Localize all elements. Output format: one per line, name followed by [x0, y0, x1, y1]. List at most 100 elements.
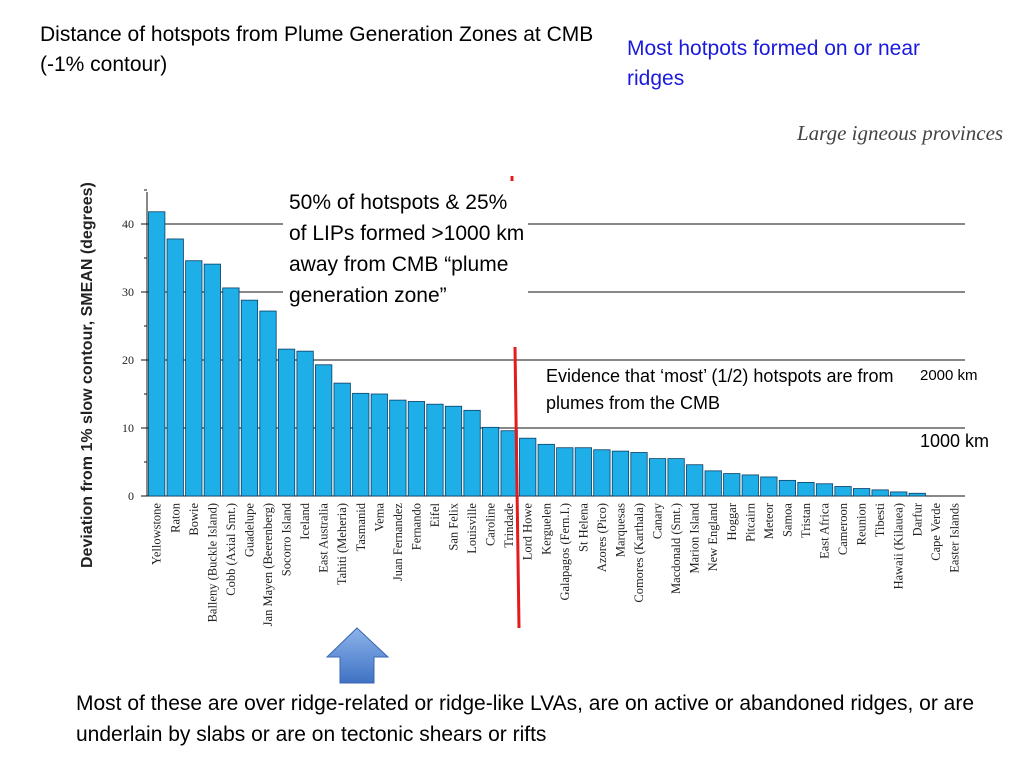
bar — [259, 310, 277, 497]
category-label: Cameroon — [836, 502, 850, 555]
bar — [760, 476, 778, 497]
category-label: Yellowstone — [150, 503, 164, 565]
category-label: Balleny (Buckle Island) — [205, 503, 219, 622]
category-label: East Africa — [818, 503, 832, 559]
category-label: Cape Verde — [929, 503, 943, 561]
category-label: Pitcairn — [743, 502, 757, 542]
lip-label: Large igneous provinces — [797, 121, 1004, 145]
category-label: Lord Howe — [521, 503, 535, 561]
category-label: Socorro Island — [280, 502, 294, 576]
bar — [797, 481, 815, 497]
category-label: Tahiti (Meheria) — [335, 503, 349, 585]
category-label: Azores (Pico) — [595, 503, 609, 572]
bar — [352, 392, 370, 497]
y-tick-label: 30 — [122, 285, 134, 299]
category-label: Canary — [651, 502, 665, 539]
evidence-text: Evidence that ‘most’ (1/2) hotspots are … — [546, 366, 894, 413]
callout-background — [283, 185, 528, 343]
bar — [723, 473, 741, 497]
category-label: Kerguelen — [539, 502, 553, 555]
bottom-note: Most of these are over ridge-related or … — [76, 692, 975, 746]
category-label: Cobb (Axial Smt.) — [224, 503, 238, 596]
bar — [704, 470, 722, 497]
bar — [574, 447, 592, 497]
bar — [648, 458, 667, 497]
category-label: St Helena — [576, 503, 590, 552]
category-label: Darfur — [910, 502, 924, 536]
bar — [741, 474, 759, 497]
y-tick-label: 0 — [128, 489, 134, 503]
bar — [537, 443, 555, 497]
category-label: Eifel — [428, 502, 442, 527]
bar — [463, 409, 481, 497]
category-label: Marion Island — [688, 502, 702, 573]
category-label: Meteor — [762, 502, 776, 539]
bar — [185, 260, 203, 497]
bar — [778, 479, 797, 497]
bar — [370, 393, 388, 497]
category-label: Galapagos (Fern.I.) — [558, 503, 572, 601]
bar — [481, 426, 500, 497]
bar — [519, 437, 537, 497]
category-label: Louisville — [465, 503, 479, 554]
bar — [815, 483, 834, 497]
bar — [871, 489, 889, 497]
bar — [148, 211, 166, 497]
bar — [444, 405, 463, 497]
bar — [296, 350, 314, 497]
bar — [407, 401, 426, 497]
category-label: Easter Islands — [947, 503, 961, 573]
bar — [834, 486, 852, 497]
bar — [853, 488, 871, 497]
category-label: Trindade — [502, 503, 516, 548]
bar — [222, 287, 240, 497]
category-label: Tibesti — [873, 502, 887, 537]
bar — [686, 464, 704, 497]
bar — [908, 492, 926, 497]
y-axis: 0 10 20 30 40 — [122, 189, 148, 503]
category-label: Raton — [168, 502, 182, 533]
bar — [630, 452, 648, 497]
ridges-note: Most hotpots formed on or near ridges — [627, 37, 920, 90]
category-label: Tasmanid — [354, 502, 368, 551]
category-label: Vema — [372, 503, 386, 532]
bar — [556, 447, 574, 497]
bar — [166, 238, 184, 497]
category-label: Iceland — [298, 502, 312, 540]
category-label: Jan Mayen (Beerenberg) — [261, 503, 275, 626]
bar — [389, 399, 407, 497]
category-label: Caroline — [484, 503, 498, 546]
bar — [203, 263, 221, 497]
category-label: Guadelupe — [242, 503, 256, 558]
callout-text: 50% of hotspots & 25% of LIPs formed >10… — [289, 191, 525, 307]
category-label: Hawaii (Kilauea) — [892, 503, 906, 589]
label-1000-km: 1000 km — [920, 431, 990, 451]
category-label: Macdonald (Smt.) — [669, 503, 683, 594]
category-label: Samoa — [780, 503, 794, 537]
y-tick-label: 40 — [122, 217, 134, 231]
bar — [593, 449, 611, 497]
bar — [890, 491, 908, 497]
category-label: Reunion — [855, 502, 869, 545]
label-2000-km: 2000 km — [920, 367, 978, 384]
bar — [315, 364, 333, 497]
y-axis-label: Deviation from 1% slow contour, SMEAN (d… — [79, 182, 96, 568]
red-divider-line — [513, 346, 521, 629]
bars — [148, 211, 926, 497]
category-labels: Yellowstone Raton Bowie Balleny (Buckle Isl… — [150, 502, 962, 626]
category-label: Hoggar — [725, 502, 739, 540]
category-label: San Felix — [447, 502, 461, 550]
up-arrow-icon — [326, 627, 390, 684]
bar — [426, 403, 444, 497]
bar — [277, 348, 296, 497]
category-label: New England — [706, 502, 720, 571]
slide-title: Distance of hotspots from Plume Generati… — [40, 23, 594, 76]
category-label: Comores (Karthala) — [632, 503, 646, 603]
category-label: Fernando — [409, 503, 423, 550]
category-label: Tristan — [799, 502, 813, 538]
bar — [667, 458, 685, 497]
bar — [333, 382, 351, 497]
category-label: Bowie — [187, 503, 201, 536]
category-label: Juan Fernandez — [391, 503, 405, 582]
